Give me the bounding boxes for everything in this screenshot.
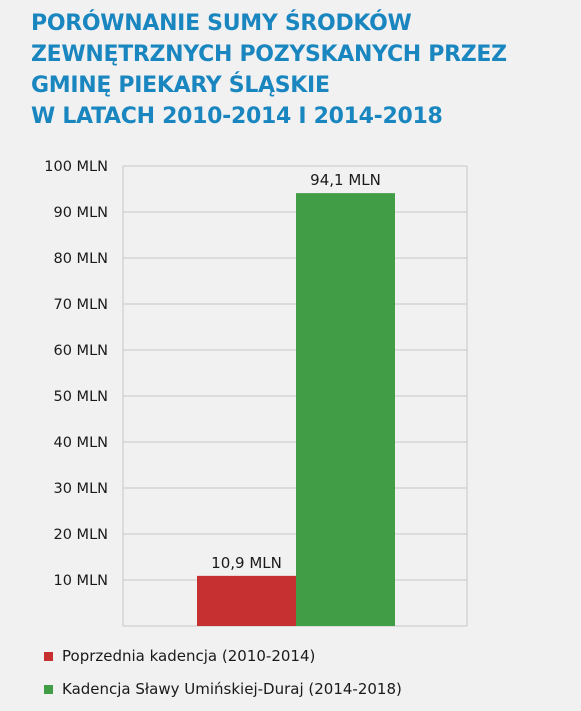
chart-title-line: GMINĘ PIEKARY ŚLĄSKIE	[31, 73, 330, 98]
bar	[296, 193, 395, 626]
y-tick-label: 60 MLN	[54, 343, 109, 359]
bar-value-label: 94,1 MLN	[310, 171, 381, 189]
legend-label: Kadencja Sławy Umińskiej-Duraj (2014-201…	[62, 680, 402, 698]
y-tick-label: 40 MLN	[54, 435, 109, 451]
legend-item-current-term: Kadencja Sławy Umińskiej-Duraj (2014-201…	[44, 678, 402, 700]
y-tick-label: 70 MLN	[54, 297, 109, 313]
y-tick-label: 80 MLN	[54, 251, 109, 267]
chart-legend: Poprzednia kadencja (2010-2014) Kadencja…	[44, 645, 402, 711]
y-tick-label: 90 MLN	[54, 205, 109, 221]
legend-item-previous-term: Poprzednia kadencja (2010-2014)	[44, 645, 402, 667]
chart-title-line: ZEWNĘTRZNYCH POZYSKANYCH PRZEZ	[31, 42, 507, 67]
y-tick-label: 100 MLN	[44, 159, 108, 175]
chart-title-line: W LATACH 2010-2014 I 2014-2018	[31, 104, 443, 129]
legend-swatch-green	[44, 684, 53, 694]
y-tick-label: 10 MLN	[54, 573, 109, 589]
bar-chart: 10 MLN 20 MLN 30 MLN 40 MLN 50 MLN 60 MLN 70 M…	[44, 159, 468, 627]
legend-label: Poprzednia kadencja (2010-2014)	[62, 647, 316, 665]
y-tick-label: 30 MLN	[54, 481, 109, 497]
bar-value-label: 10,9 MLN	[211, 554, 282, 572]
chart-title: PORÓWNANIE SUMY ŚRODKÓW ZEWNĘTRZNYCH POZ…	[31, 8, 571, 132]
chart-title-line: PORÓWNANIE SUMY ŚRODKÓW	[31, 11, 412, 36]
y-tick-label: 20 MLN	[54, 527, 109, 543]
y-tick-label: 50 MLN	[54, 389, 109, 405]
legend-swatch-red	[44, 651, 53, 661]
bar	[197, 575, 296, 626]
